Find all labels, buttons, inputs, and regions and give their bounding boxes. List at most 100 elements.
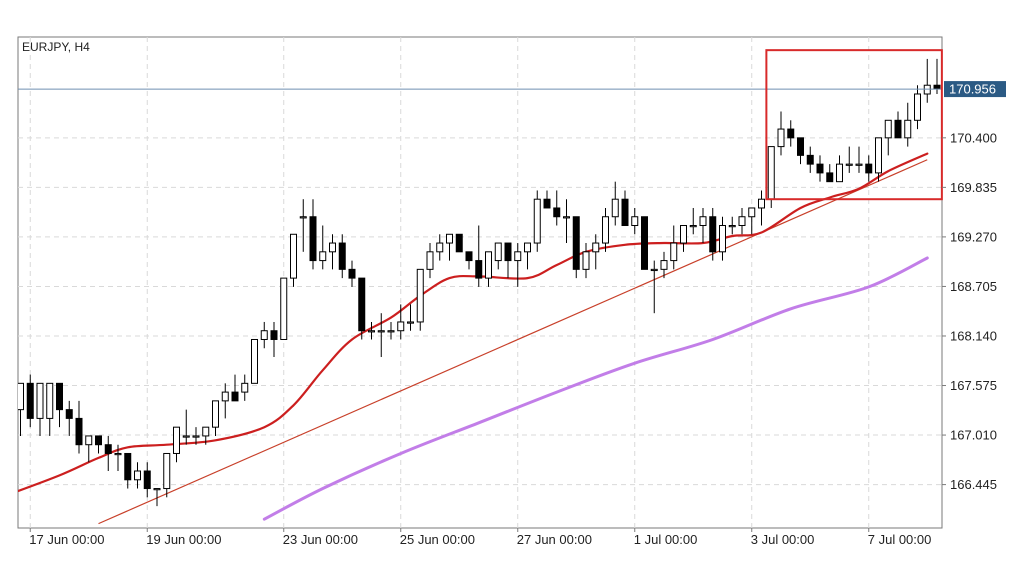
candle-body-bear: [475, 260, 483, 279]
y-tick-label: 167.575: [950, 378, 997, 393]
highlight-box: [765, 49, 943, 201]
candle: [923, 58, 931, 103]
candle: [36, 382, 44, 436]
candle: [26, 374, 34, 428]
candle-body-bull: [699, 216, 707, 227]
candle: [894, 111, 902, 139]
candle-body-bull: [290, 233, 297, 279]
candle-body-bull: [845, 163, 853, 166]
candle-body-bear: [358, 277, 366, 332]
candle-body-bull: [855, 163, 863, 166]
candle: [95, 435, 102, 454]
candle: [533, 190, 541, 252]
candle-body-bear: [709, 216, 717, 253]
candle-body-bull: [368, 330, 375, 333]
candle-body-bull: [914, 93, 921, 121]
candle-body-bull: [923, 84, 931, 95]
candle-body-bear: [797, 137, 804, 156]
candle: [221, 383, 229, 419]
candle-body-bull: [660, 260, 668, 270]
x-tick-label: 27 Jun 00:00: [517, 532, 592, 547]
candle: [173, 426, 180, 463]
candle: [553, 190, 561, 226]
candle-body-bull: [738, 216, 746, 227]
candle-body-bull: [836, 163, 843, 183]
candle-body-bear: [65, 409, 73, 419]
y-tick-label: 169.270: [950, 229, 997, 244]
candle: [650, 260, 658, 314]
candle-body-bear: [816, 163, 824, 174]
candle-body-bull: [602, 216, 609, 244]
candle-body-bull: [114, 452, 122, 456]
candle-body-bull: [299, 216, 307, 219]
candle-body-bear: [894, 119, 902, 139]
candles: [18, 58, 941, 507]
candle-body-bull: [485, 251, 492, 279]
candle-body-bull: [173, 426, 180, 454]
candle: [241, 374, 249, 401]
candle-body-bear: [56, 382, 63, 411]
candle-body-bear: [270, 330, 278, 340]
candle-body-bear: [455, 233, 463, 253]
candle: [543, 190, 551, 209]
chart-title: EURJPY, H4: [22, 40, 90, 54]
candle: [124, 452, 132, 489]
trendline-layer: [98, 159, 928, 525]
candle: [134, 462, 141, 489]
candle-body-bear: [231, 391, 239, 402]
x-tick-label: 25 Jun 00:00: [400, 532, 475, 547]
candle: [611, 181, 619, 226]
candle: [114, 444, 122, 472]
candle-body-bull: [387, 330, 395, 333]
x-tick-label: 7 Jul 00:00: [868, 532, 932, 547]
candle: [338, 234, 346, 279]
candle: [758, 190, 765, 226]
candle: [377, 313, 385, 358]
candle: [787, 120, 795, 147]
ma-slow-line: [262, 256, 929, 521]
candle-body-bull: [582, 251, 590, 270]
candle-body-bull: [524, 242, 531, 253]
axes: 170.400 169.835 169.270 168.705 168.140 167.5…: [29, 130, 997, 547]
candle-body-bear: [621, 198, 629, 227]
candle: [826, 164, 834, 183]
candle-body-bear: [933, 84, 941, 90]
candle: [18, 382, 24, 436]
candle-body-bear: [543, 198, 551, 209]
candle: [251, 338, 258, 384]
candle: [884, 119, 892, 156]
candle-body-bear: [553, 207, 561, 218]
candle: [397, 304, 405, 340]
candle: [524, 242, 531, 270]
candle-body-bear: [641, 216, 648, 270]
candle: [865, 155, 873, 182]
candle-body-bull: [670, 242, 678, 262]
candle: [368, 321, 375, 340]
candle: [329, 234, 336, 270]
candle-body-bull: [563, 216, 570, 219]
candle-body-bull: [397, 321, 405, 332]
candle-body-bear: [124, 452, 132, 481]
candle: [836, 155, 843, 183]
candle-body-bull: [134, 470, 141, 481]
candle: [309, 199, 317, 270]
candle-body-bear: [309, 216, 317, 262]
y-tick-label: 167.010: [950, 428, 997, 443]
candle-body-bull: [18, 382, 24, 411]
candle-body-bull: [592, 242, 600, 253]
candle-body-bull: [728, 225, 736, 228]
x-tick-label: 19 Jun 00:00: [146, 532, 221, 547]
candle-body-bull: [904, 119, 912, 139]
candle-body-bull: [680, 225, 687, 244]
candle: [602, 207, 609, 252]
candle-body-bull: [767, 146, 775, 200]
candle-body-bull: [494, 242, 502, 262]
candle-body-bull: [46, 382, 54, 419]
candle-body-bear: [338, 242, 346, 270]
y-tick-label: 170.400: [950, 130, 997, 145]
candle-body-bear: [95, 435, 102, 446]
trendline: [98, 159, 928, 525]
candle: [797, 137, 804, 165]
candle-body-bear: [26, 382, 34, 419]
candle: [777, 111, 785, 156]
